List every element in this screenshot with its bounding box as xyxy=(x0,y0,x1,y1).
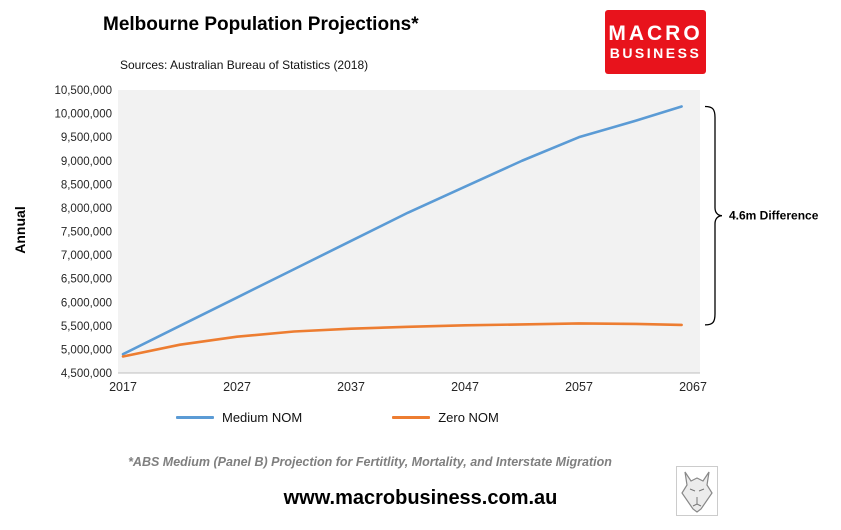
x-axis-labels: 2017 2027 2037 2047 2057 2067 xyxy=(109,380,707,394)
svg-text:2037: 2037 xyxy=(337,380,365,394)
chart-legend: Medium NOM Zero NOM xyxy=(118,410,700,425)
wolf-face-lines xyxy=(689,488,705,507)
svg-text:10,000,000: 10,000,000 xyxy=(54,109,112,121)
legend-item-medium-nom: Medium NOM xyxy=(176,410,302,425)
wolf-head-shape xyxy=(681,471,713,513)
footnote: *ABS Medium (Panel B) Projection for Fer… xyxy=(128,455,612,469)
svg-text:5,000,000: 5,000,000 xyxy=(61,344,112,356)
svg-text:8,500,000: 8,500,000 xyxy=(61,179,112,191)
svg-text:8,000,000: 8,000,000 xyxy=(61,203,112,215)
svg-text:4,500,000: 4,500,000 xyxy=(61,368,112,380)
svg-text:9,500,000: 9,500,000 xyxy=(61,132,112,144)
svg-text:2067: 2067 xyxy=(679,380,707,394)
wolf-logo xyxy=(676,466,718,516)
svg-text:5,500,000: 5,500,000 xyxy=(61,321,112,333)
logo-text-business: BUSINESS xyxy=(609,45,702,62)
svg-text:7,000,000: 7,000,000 xyxy=(61,250,112,262)
logo-text-macro: MACRO xyxy=(608,22,703,46)
legend-item-zero-nom: Zero NOM xyxy=(392,410,499,425)
legend-swatch-zero-nom xyxy=(392,416,431,419)
svg-text:2057: 2057 xyxy=(565,380,593,394)
chart-sources: Sources: Australian Bureau of Statistics… xyxy=(120,58,369,72)
svg-text:6,500,000: 6,500,000 xyxy=(61,274,112,286)
series-line-medium-nom xyxy=(121,105,683,356)
svg-text:9,000,000: 9,000,000 xyxy=(61,156,112,168)
svg-text:10,500,000: 10,500,000 xyxy=(54,85,112,97)
svg-text:2027: 2027 xyxy=(223,380,251,394)
website-url: www.macrobusiness.com.au xyxy=(283,487,558,509)
chart-title: Melbourne Population Projections* xyxy=(103,14,419,35)
svg-text:2047: 2047 xyxy=(451,380,479,394)
macrobusiness-logo: MACRO BUSINESS xyxy=(605,10,706,74)
legend-label-medium-nom: Medium NOM xyxy=(222,410,303,425)
series-line-zero-nom xyxy=(121,322,683,358)
plot-area xyxy=(118,90,700,373)
svg-text:2017: 2017 xyxy=(109,380,137,394)
line-chart: 4,500,000 5,000,000 5,500,000 6,000,000 6,50… xyxy=(54,85,819,394)
difference-annotation: 4.6m Difference xyxy=(729,209,819,223)
legend-swatch-medium-nom xyxy=(176,416,214,419)
svg-text:6,000,000: 6,000,000 xyxy=(61,297,112,309)
y-axis-labels: 4,500,000 5,000,000 5,500,000 6,000,000 6,50… xyxy=(54,85,112,380)
svg-text:7,500,000: 7,500,000 xyxy=(61,227,112,239)
legend-label-zero-nom: Zero NOM xyxy=(438,410,499,425)
difference-brace xyxy=(704,105,723,326)
